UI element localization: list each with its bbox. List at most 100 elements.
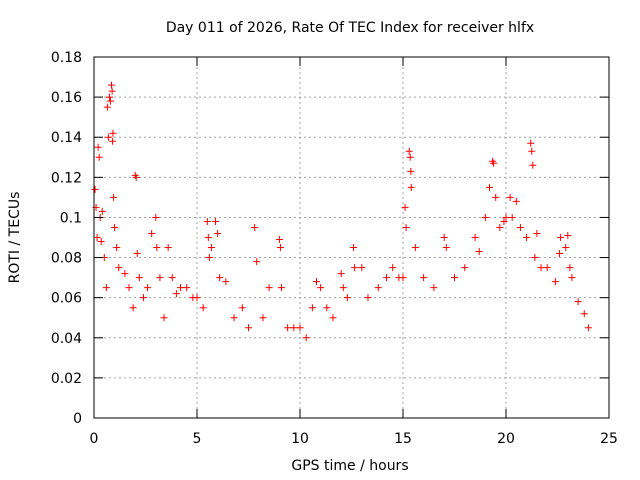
data-point xyxy=(502,213,510,221)
data-point xyxy=(222,278,230,286)
data-point xyxy=(284,324,292,332)
data-point xyxy=(111,223,119,231)
x-axis-label: GPS time / hours xyxy=(291,458,408,474)
data-point xyxy=(557,234,565,241)
data-point xyxy=(204,234,212,241)
data-point xyxy=(275,236,283,244)
data-point xyxy=(168,274,176,282)
data-point xyxy=(203,217,211,225)
data-point xyxy=(276,244,284,252)
data-point xyxy=(97,238,105,246)
data-point xyxy=(584,324,592,332)
data-point xyxy=(216,274,224,282)
x-tick-label: 10 xyxy=(291,431,309,447)
data-point xyxy=(500,217,508,225)
data-point xyxy=(153,244,161,252)
y-tick-label: 0.12 xyxy=(51,170,82,186)
data-point xyxy=(207,244,215,252)
data-point xyxy=(302,334,310,342)
data-point xyxy=(508,213,516,221)
data-point xyxy=(102,284,110,292)
data-point xyxy=(350,244,358,252)
data-point xyxy=(527,139,535,147)
data-point xyxy=(212,217,220,225)
data-point xyxy=(105,93,113,101)
data-point xyxy=(93,234,101,241)
data-point xyxy=(506,193,514,201)
chart-title: Day 011 of 2026, Rate Of TEC Index for r… xyxy=(166,20,534,36)
data-point xyxy=(574,298,582,306)
data-point xyxy=(172,290,180,298)
data-point xyxy=(214,229,222,237)
data-point xyxy=(110,193,118,201)
x-tick-label: 15 xyxy=(394,431,412,447)
data-point xyxy=(531,254,539,262)
data-point xyxy=(543,264,551,272)
data-point xyxy=(490,159,498,167)
data-point xyxy=(296,324,304,332)
data-point xyxy=(399,274,407,282)
data-point xyxy=(109,137,117,145)
x-tick-label: 5 xyxy=(193,431,202,447)
data-point xyxy=(94,143,102,151)
data-point xyxy=(486,183,494,191)
data-point xyxy=(566,264,574,272)
data-point xyxy=(125,284,133,292)
data-point xyxy=(475,248,483,256)
data-point xyxy=(277,284,285,292)
data-point xyxy=(492,193,500,201)
data-point xyxy=(337,270,345,278)
data-point xyxy=(95,153,103,161)
data-point xyxy=(420,274,428,282)
grid xyxy=(94,57,609,418)
data-point xyxy=(91,185,99,193)
data-point xyxy=(129,304,137,312)
data-point xyxy=(580,310,588,318)
data-point xyxy=(461,264,469,272)
plot-frame xyxy=(93,56,610,419)
data-point xyxy=(132,173,140,181)
data-point xyxy=(317,284,325,292)
data-point xyxy=(103,103,111,111)
y-axis-label: ROTI / TECUs xyxy=(7,192,23,284)
data-point xyxy=(193,294,201,302)
data-point xyxy=(106,97,114,105)
data-point xyxy=(407,183,415,191)
data-point xyxy=(115,264,123,272)
y-tick-label: 0.04 xyxy=(51,331,82,347)
data-point xyxy=(442,244,450,252)
data-point xyxy=(251,223,259,231)
data-point xyxy=(290,324,298,332)
x-tick-label: 0 xyxy=(90,431,99,447)
data-point xyxy=(164,244,172,252)
data-point xyxy=(389,264,397,272)
data-point xyxy=(308,304,316,312)
data-point xyxy=(177,284,185,292)
data-point xyxy=(406,153,414,161)
data-point xyxy=(528,147,536,155)
data-point xyxy=(556,250,564,258)
data-point xyxy=(205,254,213,262)
data-point xyxy=(148,229,156,237)
data-point xyxy=(323,304,331,312)
data-point xyxy=(121,270,129,278)
data-point xyxy=(152,213,160,221)
data-point xyxy=(564,231,572,239)
y-tick-label: 0.06 xyxy=(51,291,82,307)
data-point xyxy=(411,244,419,252)
data-point xyxy=(562,244,570,252)
data-point xyxy=(533,229,541,237)
data-point xyxy=(529,161,537,169)
data-point xyxy=(238,304,246,312)
data-point xyxy=(383,274,391,282)
data-point xyxy=(358,264,366,272)
data-point xyxy=(512,197,520,205)
data-point xyxy=(108,87,116,95)
data-point xyxy=(144,284,152,292)
data-point xyxy=(108,81,116,89)
data-point xyxy=(312,278,320,286)
data-point xyxy=(451,274,458,282)
data-point xyxy=(265,284,273,292)
data-point xyxy=(471,234,479,241)
data-point xyxy=(537,264,545,272)
